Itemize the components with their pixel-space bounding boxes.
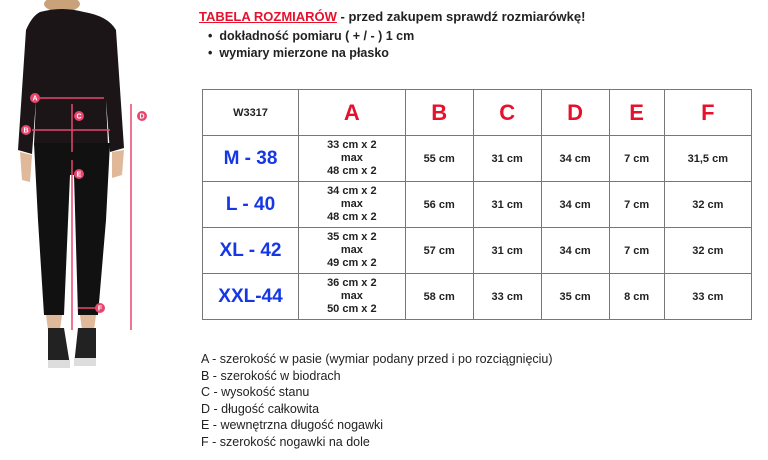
cell-a-line: 35 cm x 2 — [327, 231, 377, 243]
note-item: wymiary mierzone na płasko — [208, 46, 414, 63]
table-cell: 31 cm — [472, 135, 542, 182]
col-header: D — [540, 89, 610, 136]
cell-a: 36 cm x 2 max 50 cm x 2 — [298, 273, 406, 320]
cell-a-line: max — [340, 152, 363, 164]
legend-item: F - szerokość nogawki na dole — [201, 434, 370, 449]
marker-d: D — [139, 114, 144, 121]
size-label: XL - 42 — [202, 227, 299, 274]
table-cell: 33 cm — [663, 273, 753, 320]
legend-item: B - szerokość w biodrach — [201, 368, 341, 383]
table-cell: 7 cm — [608, 227, 665, 274]
marker-b: B — [23, 128, 28, 135]
note-item: dokładność pomiaru ( + / - ) 1 cm — [208, 29, 414, 46]
legend-item: E - wewnętrzna długość nogawki — [201, 418, 384, 433]
table-row: XXL-44 36 cm x 2 max 50 cm x 2 58 cm 33 cm 35 … — [202, 273, 753, 320]
table-cell: 32 cm — [663, 227, 753, 274]
size-label: XXL-44 — [202, 273, 299, 320]
cell-a: 35 cm x 2 max 49 cm x 2 — [298, 227, 406, 274]
marker-f: F — [98, 306, 103, 313]
table-cell: 31 cm — [472, 227, 542, 274]
col-header: A — [298, 89, 406, 136]
legend-item: C - wysokość stanu — [201, 385, 310, 400]
cell-a-line: 48 cm x 2 — [327, 165, 377, 177]
marker-e: E — [77, 172, 82, 179]
table-cell: 7 cm — [608, 135, 665, 182]
model-code: W3317 — [202, 89, 299, 136]
cell-a-line: max — [340, 290, 363, 302]
cell-a-line: 48 cm x 2 — [327, 211, 377, 223]
table-row: XL - 42 35 cm x 2 max 49 cm x 2 57 cm 31 cm 34… — [202, 227, 753, 274]
table-cell: 33 cm — [472, 273, 542, 320]
table-row: M - 38 33 cm x 2 max 48 cm x 2 55 cm 31 cm 34 … — [202, 135, 753, 182]
model-figure: A B C D E F — [18, 0, 147, 368]
size-label: L - 40 — [202, 181, 299, 228]
heading-subtitle: - przed zakupem sprawdź rozmiarówkę! — [336, 9, 586, 24]
cell-a-line: max — [340, 244, 363, 256]
table-cell: 34 cm — [540, 227, 610, 274]
table-cell: 34 cm — [540, 181, 610, 228]
table-cell: 35 cm — [540, 273, 610, 320]
legend-item: D - długość całkowita — [201, 401, 320, 416]
table-cell: 34 cm — [540, 135, 610, 182]
cell-a-line: 34 cm x 2 — [327, 185, 377, 197]
col-header: F — [663, 89, 753, 136]
table-cell: 56 cm — [404, 181, 474, 228]
table-cell: 31,5 cm — [663, 135, 753, 182]
table-cell: 32 cm — [663, 181, 753, 228]
table-row: L - 40 34 cm x 2 max 48 cm x 2 56 cm 31 cm 34 … — [202, 181, 753, 228]
table-cell: 58 cm — [404, 273, 474, 320]
legend-list: A - szerokość w pasie (wymiar podany prz… — [201, 352, 553, 452]
table-cell: 55 cm — [404, 135, 474, 182]
size-label: M - 38 — [202, 135, 299, 182]
marker-c: C — [76, 114, 81, 121]
cell-a: 34 cm x 2 max 48 cm x 2 — [298, 181, 406, 228]
size-table: W3317 A B C D E F M - 38 33 cm x 2 max 48 c… — [202, 89, 753, 320]
header-row: W3317 A B C D E F — [202, 89, 753, 136]
table-cell: 8 cm — [608, 273, 665, 320]
table-cell: 31 cm — [472, 181, 542, 228]
table-cell: 57 cm — [404, 227, 474, 274]
cell-a-line: 50 cm x 2 — [327, 303, 377, 315]
marker-a: A — [32, 96, 37, 103]
cell-a-line: max — [340, 198, 363, 210]
heading: TABELA ROZMIARÓW - przed zakupem sprawdź… — [199, 9, 585, 24]
col-header: C — [472, 89, 542, 136]
legend-item: A - szerokość w pasie (wymiar podany prz… — [201, 352, 553, 366]
cell-a-line: 33 cm x 2 — [327, 139, 377, 151]
table-cell: 7 cm — [608, 181, 665, 228]
col-header: B — [404, 89, 474, 136]
cell-a-line: 49 cm x 2 — [327, 257, 377, 269]
col-header: E — [608, 89, 665, 136]
notes-list: dokładność pomiaru ( + / - ) 1 cm wymiar… — [208, 29, 414, 63]
heading-title: TABELA ROZMIARÓW — [199, 9, 337, 24]
cell-a: 33 cm x 2 max 48 cm x 2 — [298, 135, 406, 182]
cell-a-line: 36 cm x 2 — [327, 277, 377, 289]
